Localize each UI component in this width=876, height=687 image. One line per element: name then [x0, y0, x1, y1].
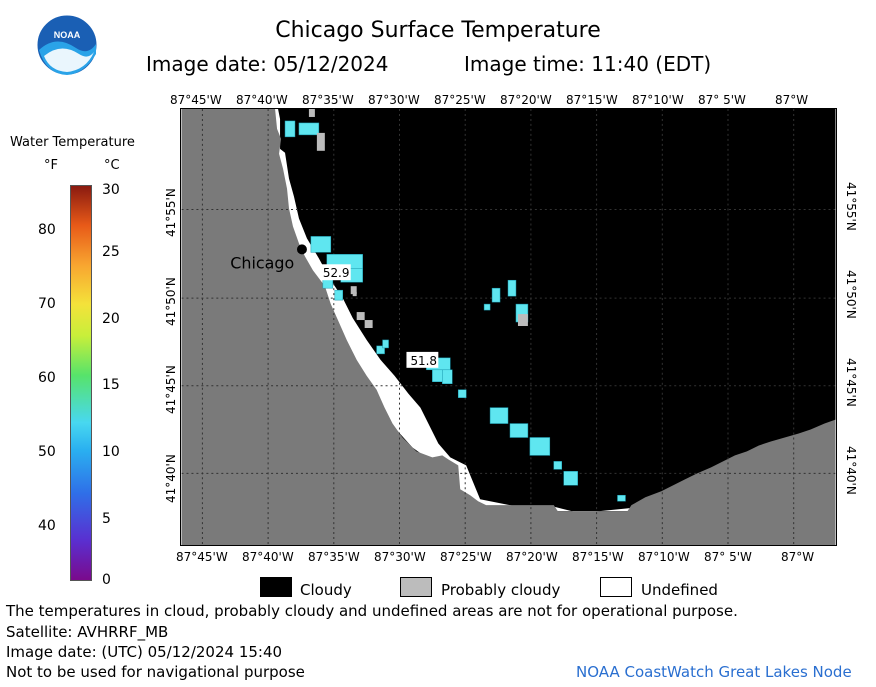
legend-c-tick: 25: [102, 244, 120, 260]
lon-label-bottom: 87°20'W: [506, 550, 558, 564]
lat-label-left: 41°55'N: [164, 188, 178, 237]
legend-c-tick: 30: [102, 182, 120, 198]
probably-cloudy-patches: [308, 109, 528, 328]
lat-label-right: 41°50'N: [844, 270, 858, 319]
legend-unit-f: °F: [44, 158, 58, 173]
legend-c-tick: 10: [102, 444, 120, 460]
temp-label-bg: [320, 264, 351, 281]
lon-label-bottom: 87°45'W: [176, 550, 228, 564]
satellite-text: Satellite: AVHRRF_MB: [6, 623, 169, 641]
key-undefined-label: Undefined: [641, 581, 718, 599]
legend-title: Water Temperature: [10, 135, 135, 150]
lon-label-bottom: 87°25'W: [440, 550, 492, 564]
utc-date-text: Image date: (UTC) 05/12/2024 15:40: [6, 643, 283, 661]
lon-label-top: 87°35'W: [302, 93, 354, 107]
lon-label-top: 87°45'W: [170, 93, 222, 107]
temp-label-bg: [406, 351, 439, 368]
legend-c-tick: 0: [102, 572, 111, 588]
temp-label: 52.9: [323, 266, 350, 280]
temperature-map[interactable]: Chicago 52.9 51.8: [180, 108, 837, 546]
lon-label-bottom: 87°40'W: [242, 550, 294, 564]
lat-label-right: 41°40'N: [844, 446, 858, 495]
legend-f-tick: 70: [38, 296, 56, 312]
lon-label-bottom: 87°10'W: [638, 550, 690, 564]
image-time: Image time: 11:40 (EDT): [464, 52, 712, 76]
lon-label-bottom: 87°35'W: [308, 550, 360, 564]
lon-label-top: 87°W: [775, 93, 809, 107]
chicago-label: Chicago: [230, 253, 294, 272]
legend-f-tick: 40: [38, 518, 56, 534]
temp-label: 51.8: [410, 354, 437, 368]
lon-label-top: 87°30'W: [368, 93, 420, 107]
navigation-warning: Not to be used for navigational purpose: [6, 663, 305, 681]
key-probably-cloudy-swatch: [400, 577, 432, 597]
undefined-shoreline: [272, 109, 650, 514]
legend-c-tick: 20: [102, 311, 120, 327]
color-scale-bar: [70, 185, 92, 581]
legend-f-tick: 80: [38, 222, 56, 238]
lon-label-top: 87°20'W: [500, 93, 552, 107]
key-cloudy-label: Cloudy: [300, 581, 352, 599]
lon-label-bottom: 87°W: [781, 550, 815, 564]
legend-c-tick: 5: [102, 511, 111, 527]
chicago-marker: [296, 244, 307, 255]
lon-label-top: 87°10'W: [632, 93, 684, 107]
lat-label-right: 41°55'N: [844, 182, 858, 231]
noaa-logo-text: NOAA: [54, 30, 81, 40]
key-probably-cloudy-label: Probably cloudy: [441, 581, 561, 599]
lon-label-top: 87° 5'W: [698, 93, 746, 107]
lon-label-bottom: 87°30'W: [374, 550, 426, 564]
graticule: [181, 109, 836, 545]
credit-text: NOAA CoastWatch Great Lakes Node: [576, 663, 852, 681]
lon-label-top: 87°15'W: [566, 93, 618, 107]
disclaimer-text: The temperatures in cloud, probably clou…: [6, 602, 738, 620]
legend-f-tick: 60: [38, 370, 56, 386]
lat-label-left: 41°45'N: [164, 365, 178, 414]
lat-label-right: 41°45'N: [844, 358, 858, 407]
legend-f-tick: 50: [38, 444, 56, 460]
lat-label-left: 41°50'N: [164, 277, 178, 326]
lon-label-top: 87°40'W: [236, 93, 288, 107]
legend-c-tick: 15: [102, 377, 120, 393]
image-date: Image date: 05/12/2024: [146, 52, 389, 76]
noaa-logo: NOAA: [36, 14, 98, 76]
page-title: Chicago Surface Temperature: [275, 18, 601, 43]
legend-unit-c: °C: [104, 158, 120, 173]
lon-label-bottom: 87°15'W: [572, 550, 624, 564]
lon-label-top: 87°25'W: [434, 93, 486, 107]
land-area: [181, 109, 836, 545]
lon-label-bottom: 87° 5'W: [704, 550, 752, 564]
key-undefined-swatch: [600, 577, 632, 597]
key-cloudy-swatch: [260, 577, 292, 597]
lat-label-left: 41°40'N: [164, 454, 178, 503]
